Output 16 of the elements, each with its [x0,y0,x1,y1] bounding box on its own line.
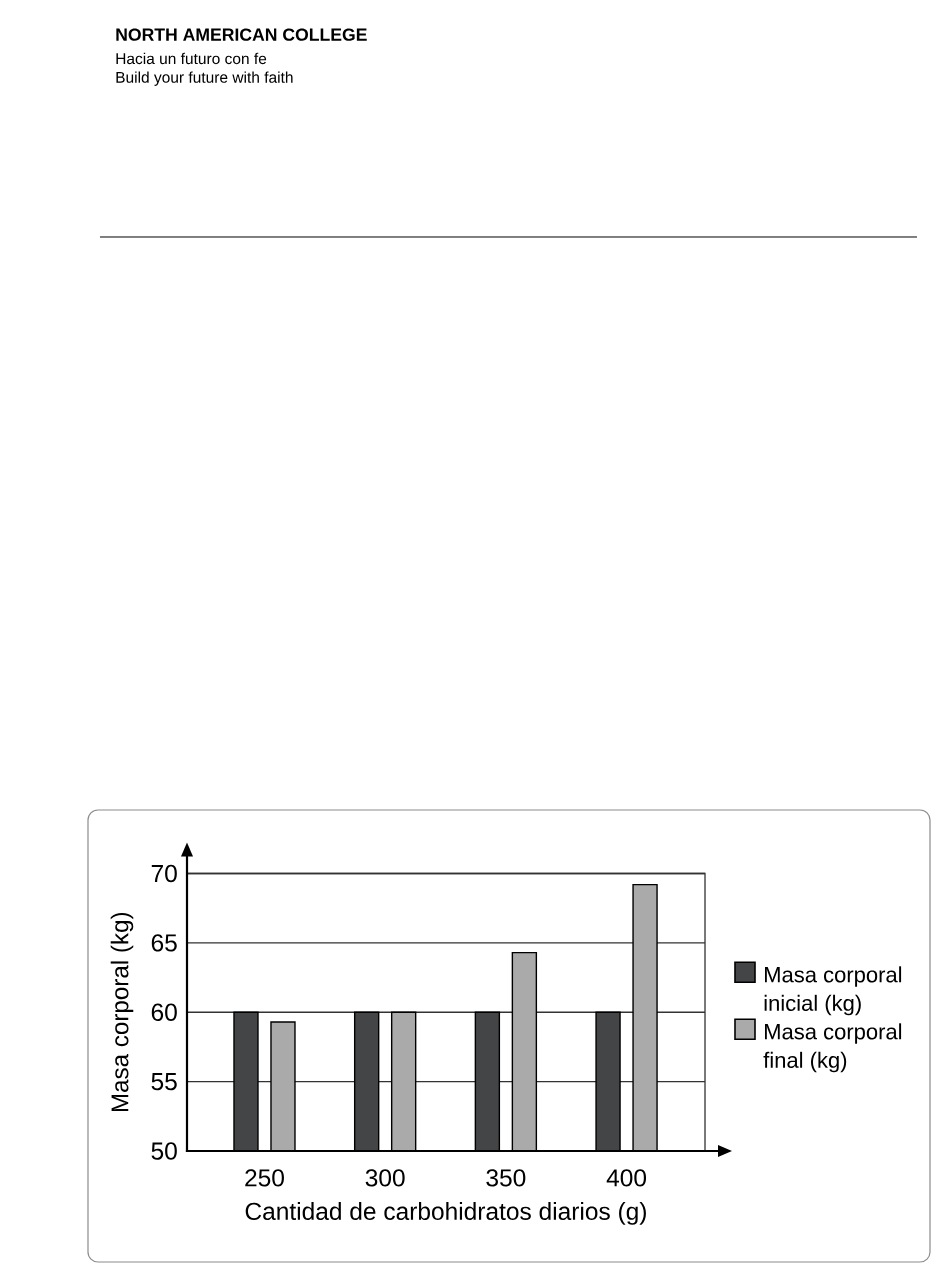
text: NORTH AMERICAN COLLEGE [116,28,367,41]
y-tick-label: 70 [151,864,177,883]
y-tick-label: 65 [151,934,177,952]
text: Build your future with faith [116,71,293,86]
x-tick-label: 300 [365,1169,405,1187]
legend-label: Masa corporal final (kg) [763,1023,902,1073]
x-tick-label: 400 [606,1169,647,1187]
legend-label: Masa corporal inicial (kg) [764,966,902,1016]
x-axis-title: Cantidad de carbohidratos diarios (g) [245,1202,646,1225]
y-tick-label: 55 [151,1073,177,1091]
x-tick-label: 250 [245,1169,284,1187]
y-axis-title: Masa corporal (kg) [110,912,134,1112]
x-tick-label: 350 [486,1169,526,1187]
y-tick-label: 50 [151,1142,177,1160]
y-tick-label: 60 [151,1003,177,1021]
text: Hacia un futuro con fe [116,52,267,65]
